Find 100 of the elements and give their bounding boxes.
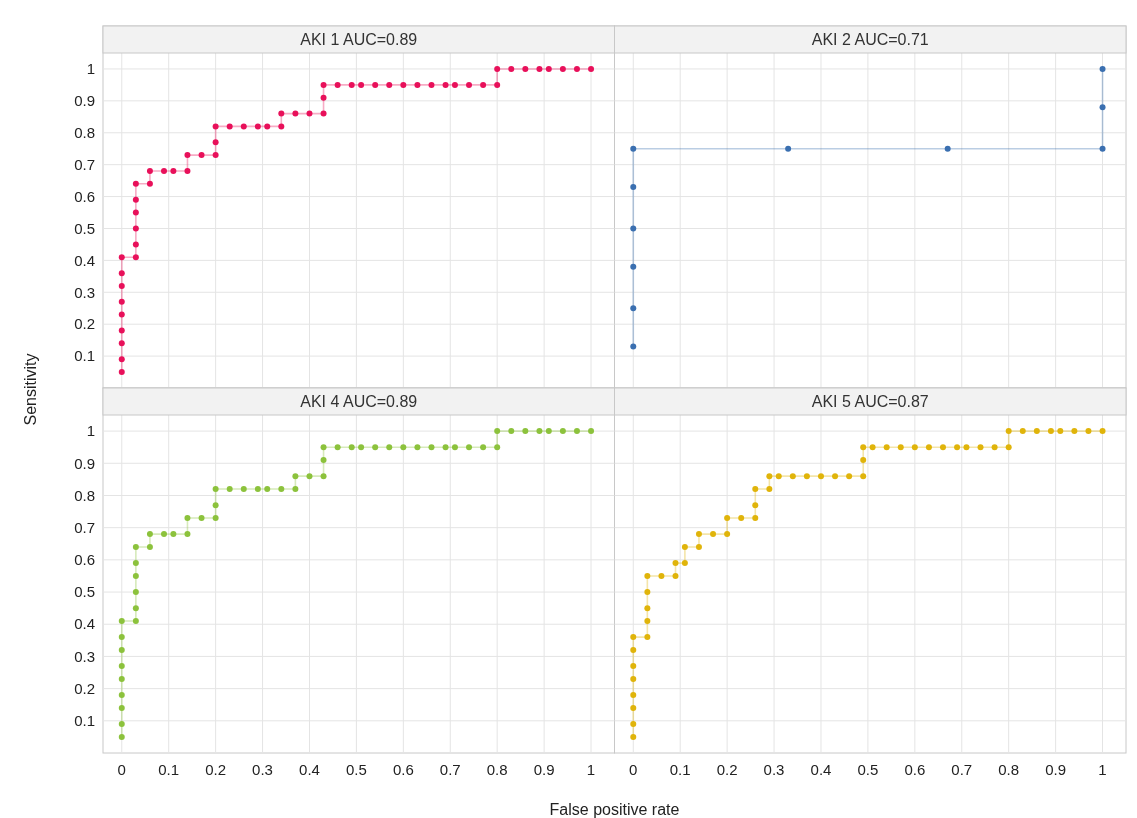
point bbox=[118, 327, 125, 334]
x-tick-label: 1 bbox=[1098, 761, 1107, 778]
point bbox=[724, 515, 731, 522]
point bbox=[320, 110, 327, 117]
point bbox=[944, 145, 951, 152]
point bbox=[630, 305, 637, 312]
point bbox=[212, 486, 219, 493]
point bbox=[644, 589, 651, 596]
point bbox=[522, 428, 529, 435]
point bbox=[146, 180, 153, 187]
point bbox=[883, 444, 890, 451]
x-tick-label: 0.7 bbox=[439, 761, 461, 778]
point bbox=[860, 444, 867, 451]
x-tick-label: 0.3 bbox=[763, 761, 785, 778]
point bbox=[766, 486, 773, 493]
point bbox=[132, 241, 139, 248]
point bbox=[817, 473, 824, 480]
point bbox=[442, 81, 449, 88]
point bbox=[118, 663, 125, 670]
point bbox=[860, 457, 867, 464]
point bbox=[212, 139, 219, 146]
point bbox=[292, 110, 299, 117]
point bbox=[414, 444, 421, 451]
point bbox=[118, 618, 125, 625]
point bbox=[118, 282, 125, 289]
point bbox=[240, 123, 247, 130]
y-tick-label: 1 bbox=[86, 60, 95, 78]
point bbox=[1005, 428, 1012, 435]
chart-title: AKI 1 AUC=0.89 bbox=[300, 31, 418, 48]
point bbox=[118, 311, 125, 318]
point bbox=[118, 704, 125, 711]
y-tick-label: 0.2 bbox=[74, 679, 95, 697]
y-tick-label: 0.5 bbox=[74, 583, 95, 601]
point bbox=[132, 196, 139, 203]
point bbox=[320, 81, 327, 88]
point bbox=[963, 444, 970, 451]
x-tick-label: 0.2 bbox=[716, 761, 738, 778]
point bbox=[320, 473, 327, 480]
point bbox=[320, 457, 327, 464]
point bbox=[212, 502, 219, 509]
point bbox=[428, 81, 435, 88]
point bbox=[226, 486, 233, 493]
point bbox=[695, 531, 702, 538]
x-tick-label: 0.8 bbox=[486, 761, 508, 778]
point bbox=[254, 486, 261, 493]
point bbox=[897, 444, 904, 451]
point bbox=[480, 81, 487, 88]
point bbox=[118, 692, 125, 699]
point bbox=[451, 444, 458, 451]
point bbox=[522, 65, 529, 72]
point bbox=[658, 572, 665, 579]
point bbox=[161, 168, 168, 175]
y-tick-label: 0.8 bbox=[74, 486, 95, 504]
x-tick-label: 1 bbox=[586, 761, 596, 778]
point bbox=[832, 473, 839, 480]
y-tick-label: 0.9 bbox=[74, 92, 95, 110]
point bbox=[911, 444, 918, 451]
point bbox=[428, 444, 435, 451]
point bbox=[803, 473, 810, 480]
point bbox=[278, 110, 285, 117]
point bbox=[644, 634, 651, 641]
point bbox=[573, 65, 580, 72]
point bbox=[775, 473, 782, 480]
point bbox=[466, 444, 473, 451]
x-tick-label: 0.4 bbox=[810, 761, 832, 778]
point bbox=[630, 646, 637, 653]
point bbox=[226, 123, 233, 130]
point bbox=[752, 502, 759, 509]
point bbox=[292, 486, 299, 493]
point bbox=[752, 486, 759, 493]
point bbox=[939, 444, 946, 451]
point bbox=[132, 605, 139, 612]
point bbox=[264, 486, 271, 493]
x-tick-label: 0.3 bbox=[252, 761, 273, 778]
point bbox=[588, 428, 595, 435]
x-tick-label: 0.6 bbox=[904, 761, 926, 778]
point bbox=[212, 123, 219, 130]
point bbox=[118, 298, 125, 305]
point bbox=[1085, 428, 1092, 435]
y-tick-label: 0.6 bbox=[74, 187, 95, 205]
x-tick-label: 0 bbox=[117, 761, 126, 778]
x-tick-label: 0.2 bbox=[205, 761, 227, 778]
point bbox=[724, 531, 731, 538]
point bbox=[386, 81, 393, 88]
point bbox=[494, 444, 501, 451]
point bbox=[400, 81, 407, 88]
point bbox=[118, 340, 125, 347]
point bbox=[306, 110, 313, 117]
point bbox=[184, 152, 191, 159]
point bbox=[630, 692, 637, 699]
point bbox=[132, 209, 139, 216]
point bbox=[278, 123, 285, 130]
point bbox=[451, 81, 458, 88]
point bbox=[588, 65, 595, 72]
point bbox=[785, 145, 792, 152]
point bbox=[334, 81, 341, 88]
point bbox=[1099, 104, 1106, 111]
point bbox=[494, 81, 501, 88]
point bbox=[170, 531, 177, 538]
point bbox=[1047, 428, 1054, 435]
